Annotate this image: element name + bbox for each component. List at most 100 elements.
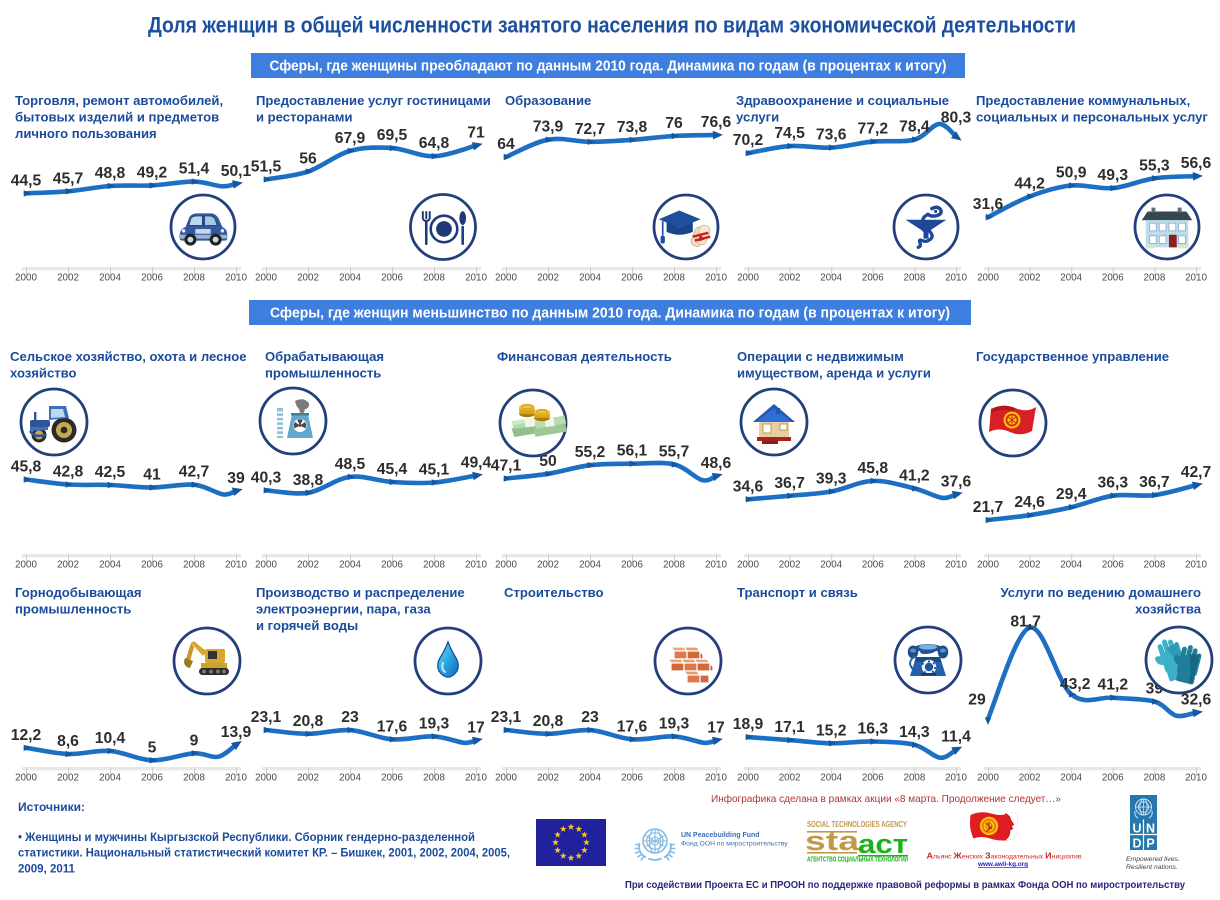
- svg-text:14,3: 14,3: [899, 724, 930, 741]
- svg-text:15,2: 15,2: [816, 722, 847, 739]
- svg-text:2002: 2002: [297, 273, 319, 284]
- svg-text:UN Peacebuilding Fund: UN Peacebuilding Fund: [681, 832, 760, 839]
- svg-text:2004: 2004: [820, 560, 842, 571]
- svg-text:2008: 2008: [423, 773, 445, 784]
- svg-text:50,1: 50,1: [221, 163, 252, 180]
- svg-text:17,6: 17,6: [617, 718, 648, 735]
- svg-text:sta: sta: [805, 826, 860, 856]
- svg-text:2004: 2004: [1060, 560, 1082, 571]
- svg-text:56: 56: [299, 151, 317, 168]
- svg-text:16,3: 16,3: [858, 721, 889, 738]
- svg-text:45,8: 45,8: [11, 459, 42, 476]
- svg-text:23: 23: [581, 709, 599, 726]
- svg-text:2002: 2002: [779, 273, 801, 284]
- svg-text:29,4: 29,4: [1056, 486, 1087, 503]
- svg-text:2006: 2006: [1102, 273, 1124, 284]
- svg-text:2000: 2000: [15, 773, 37, 784]
- svg-text:2002: 2002: [57, 560, 79, 571]
- svg-text:42,7: 42,7: [179, 464, 210, 481]
- svg-text:36,7: 36,7: [774, 475, 805, 492]
- svg-text:Здравоохранение и социальные: Здравоохранение и социальные: [736, 93, 949, 108]
- svg-text:2006: 2006: [141, 273, 163, 284]
- svg-text:2000: 2000: [977, 773, 999, 784]
- svg-text:13,9: 13,9: [221, 724, 252, 741]
- svg-text:51,5: 51,5: [251, 158, 282, 175]
- svg-text:2002: 2002: [537, 773, 559, 784]
- svg-text:2008: 2008: [904, 773, 926, 784]
- svg-text:2010: 2010: [705, 773, 727, 784]
- svg-text:2010: 2010: [705, 273, 727, 284]
- svg-text:Услуги по ведению домашнего: Услуги по ведению домашнего: [1000, 585, 1201, 600]
- svg-text:11,4: 11,4: [941, 729, 971, 746]
- svg-text:42,8: 42,8: [53, 464, 84, 481]
- svg-text:2004: 2004: [579, 560, 601, 571]
- svg-text:56,1: 56,1: [617, 443, 648, 460]
- svg-text:45,1: 45,1: [419, 462, 450, 479]
- svg-text:2002: 2002: [1019, 560, 1041, 571]
- svg-text:17,1: 17,1: [774, 719, 805, 736]
- svg-text:Транспорт и связь: Транспорт и связь: [737, 585, 858, 600]
- svg-text:36,3: 36,3: [1098, 475, 1129, 492]
- svg-text:36,7: 36,7: [1139, 474, 1170, 491]
- svg-text:23: 23: [341, 709, 359, 726]
- svg-text:31,6: 31,6: [973, 196, 1004, 213]
- svg-text:69,5: 69,5: [377, 127, 408, 144]
- svg-text:73,8: 73,8: [617, 119, 648, 136]
- svg-text:2010: 2010: [1185, 273, 1207, 284]
- svg-text:70,2: 70,2: [733, 132, 764, 149]
- svg-text:2000: 2000: [15, 560, 37, 571]
- svg-text:2006: 2006: [862, 773, 884, 784]
- svg-text:45,7: 45,7: [53, 170, 84, 187]
- svg-text:9: 9: [190, 732, 199, 749]
- svg-text:2010: 2010: [225, 273, 247, 284]
- svg-text:www.awli-kg.org: www.awli-kg.org: [977, 861, 1028, 868]
- svg-text:44,2: 44,2: [1014, 176, 1045, 193]
- svg-text:Операции с недвижимым: Операции с недвижимым: [737, 349, 904, 364]
- svg-text:49,3: 49,3: [1098, 167, 1129, 184]
- svg-text:Обрабатывающая: Обрабатывающая: [265, 349, 384, 364]
- svg-text:81,7: 81,7: [1010, 614, 1041, 631]
- svg-text:2008: 2008: [183, 560, 205, 571]
- svg-text:29: 29: [968, 691, 986, 708]
- svg-text:2004: 2004: [99, 560, 121, 571]
- svg-text:73,6: 73,6: [816, 127, 847, 144]
- svg-text:2000: 2000: [977, 273, 999, 284]
- svg-text:2004: 2004: [339, 560, 361, 571]
- svg-text:2006: 2006: [381, 773, 403, 784]
- svg-text:2004: 2004: [99, 773, 121, 784]
- svg-text:электроэнергии, пара, газа: электроэнергии, пара, газа: [256, 602, 431, 617]
- svg-text:• Женщины и мужчины Кыргызской: • Женщины и мужчины Кыргызской Республик…: [18, 832, 475, 844]
- svg-text:2002: 2002: [1019, 273, 1041, 284]
- svg-text:Производство и распределение: Производство и распределение: [256, 585, 465, 600]
- svg-text:Торговля, ремонт автомобилей,: Торговля, ремонт автомобилей,: [15, 93, 223, 108]
- svg-text:2002: 2002: [57, 773, 79, 784]
- svg-text:2010: 2010: [225, 773, 247, 784]
- svg-text:2008: 2008: [663, 773, 685, 784]
- svg-text:41: 41: [143, 467, 161, 484]
- svg-text:Resilient nations.: Resilient nations.: [1126, 864, 1178, 871]
- svg-text:34,6: 34,6: [733, 478, 764, 495]
- svg-text:44,5: 44,5: [11, 172, 42, 189]
- svg-text:2008: 2008: [904, 560, 926, 571]
- svg-text:Горнодобывающая: Горнодобывающая: [15, 585, 142, 600]
- svg-text:55,7: 55,7: [659, 443, 690, 460]
- svg-text:72,7: 72,7: [575, 121, 606, 138]
- svg-text:2004: 2004: [579, 273, 601, 284]
- svg-text:37,6: 37,6: [941, 473, 972, 490]
- svg-text:2004: 2004: [1060, 773, 1082, 784]
- svg-text:2002: 2002: [779, 560, 801, 571]
- svg-text:2006: 2006: [621, 773, 643, 784]
- svg-text:хозяйство: хозяйство: [10, 366, 77, 381]
- svg-text:U: U: [1132, 822, 1141, 836]
- svg-text:51,4: 51,4: [179, 161, 210, 178]
- svg-text:промышленность: промышленность: [265, 366, 381, 381]
- svg-text:67,9: 67,9: [335, 130, 366, 147]
- svg-text:2000: 2000: [495, 773, 517, 784]
- svg-text:2002: 2002: [779, 773, 801, 784]
- svg-text:Доля женщин в общей численност: Доля женщин в общей численности занятого…: [148, 13, 1076, 38]
- svg-text:45,4: 45,4: [377, 461, 408, 478]
- svg-text:12,2: 12,2: [11, 727, 42, 744]
- svg-text:2008: 2008: [663, 560, 685, 571]
- svg-text:Источники:: Источники:: [18, 800, 85, 814]
- svg-text:48,6: 48,6: [701, 455, 732, 472]
